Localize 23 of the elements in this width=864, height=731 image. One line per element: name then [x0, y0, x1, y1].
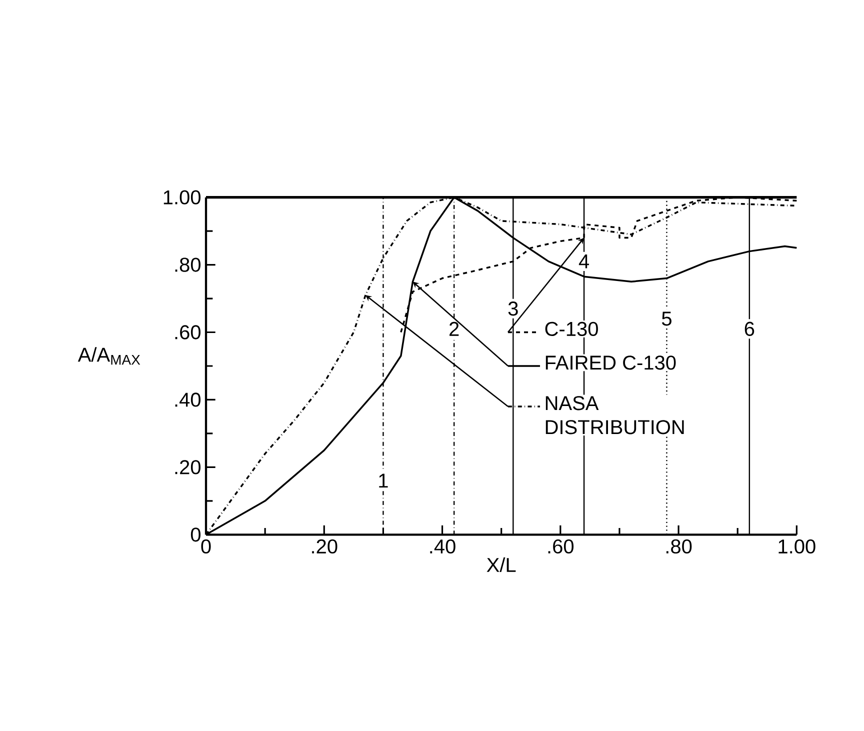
- y-tick-label: 1.00: [164, 190, 200, 205]
- y-tick-label: .80: [175, 258, 200, 272]
- x-axis-title: X/L: [486, 558, 516, 572]
- x-tick-label: .20: [312, 540, 338, 554]
- x-tick-label: 0: [201, 540, 211, 554]
- x-tick-label: .60: [548, 540, 574, 554]
- x-tick-label: 1.00: [778, 540, 816, 554]
- y-tick-label: .40: [175, 392, 200, 407]
- annotation: 3: [508, 302, 518, 316]
- annotation: 4: [578, 254, 590, 268]
- x-tick-label: .40: [430, 540, 456, 554]
- y-tick-label: .20: [175, 460, 200, 474]
- annotation: 1: [379, 474, 388, 488]
- legend-label: FAIRED C-130: [546, 356, 676, 370]
- x-tick-label: .80: [666, 540, 692, 554]
- annotation: 2: [450, 322, 459, 336]
- y-axis-title: A/A$_{MAX}$: [78, 347, 140, 365]
- y-tick-label: 0: [190, 528, 200, 542]
- annotation: 6: [744, 322, 754, 336]
- annotation: 5: [662, 312, 672, 326]
- legend-label: NASA DISTRIBUTION: [546, 396, 684, 434]
- legend-label: C-130: [545, 322, 598, 336]
- y-tick-label: .60: [175, 325, 200, 340]
